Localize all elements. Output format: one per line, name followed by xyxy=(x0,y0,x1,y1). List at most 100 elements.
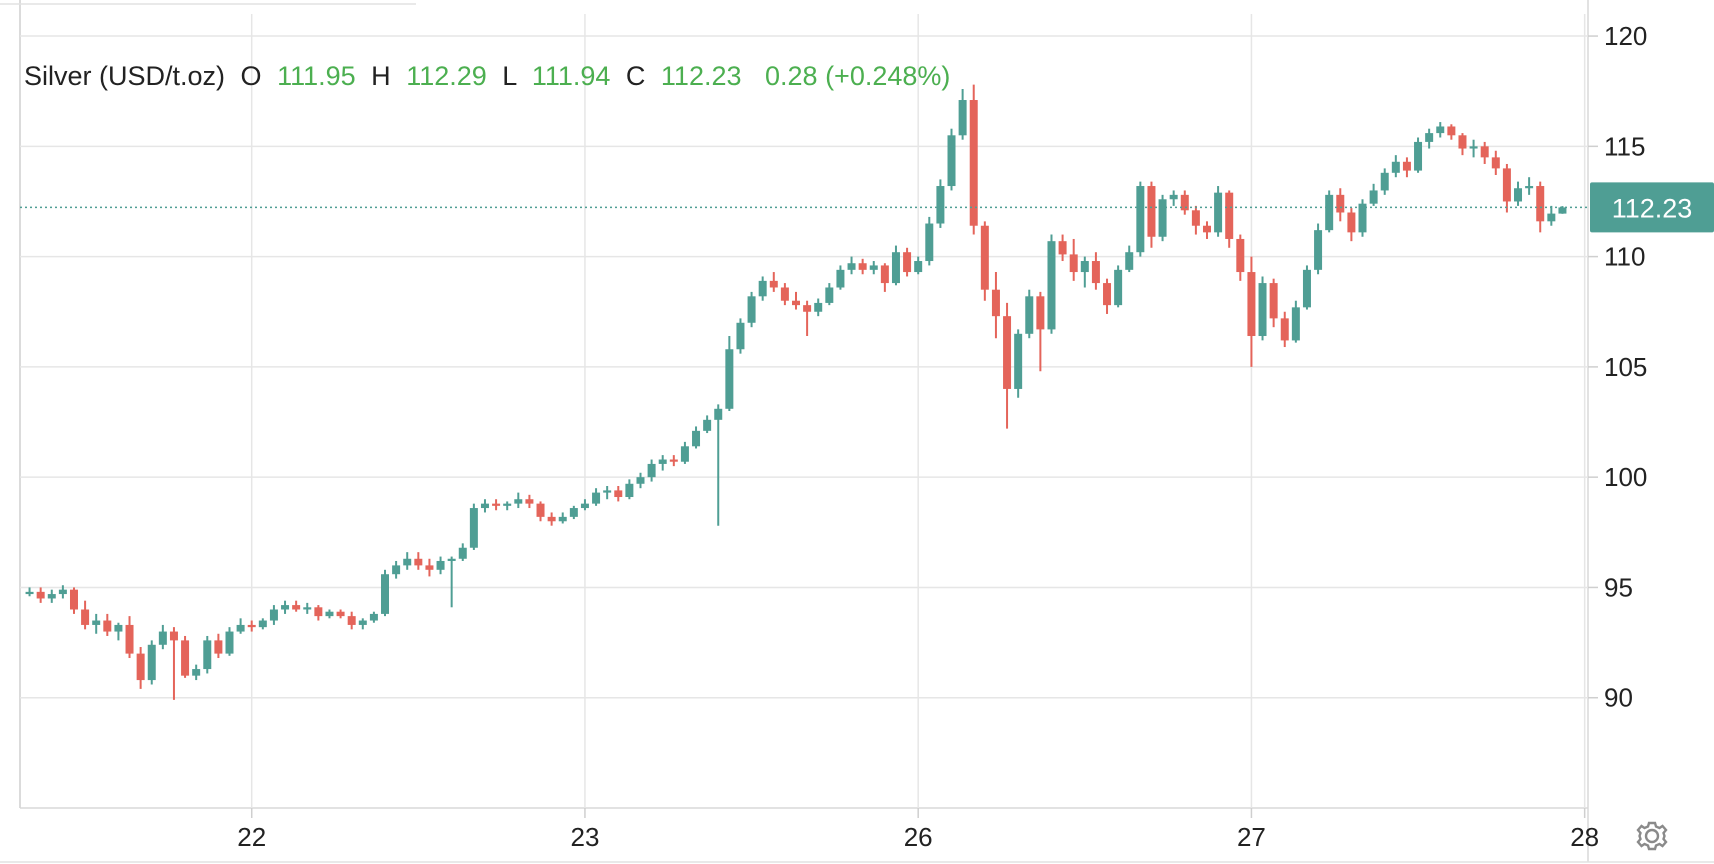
candle-body xyxy=(991,289,1000,317)
candle-body xyxy=(1347,212,1356,233)
candle xyxy=(1347,208,1356,242)
candle xyxy=(158,624,167,650)
candle-body xyxy=(147,644,156,681)
candle-body xyxy=(503,503,512,506)
candle-body xyxy=(136,653,145,681)
y-tick-label: 120 xyxy=(1604,21,1647,51)
x-axis: 22 23 26 27 28 xyxy=(237,808,1599,852)
candle-body xyxy=(1180,194,1189,211)
candle xyxy=(847,256,856,275)
candle xyxy=(692,426,701,449)
candle-body xyxy=(958,100,967,136)
candle-body xyxy=(1536,186,1545,222)
candle xyxy=(436,556,445,575)
candle-body xyxy=(1269,283,1278,319)
candle xyxy=(1447,124,1456,140)
candle-body xyxy=(336,611,345,617)
candle xyxy=(225,627,234,656)
candle xyxy=(1369,183,1378,206)
candle-body xyxy=(847,263,856,270)
candle xyxy=(1269,278,1278,328)
candle xyxy=(480,499,489,513)
candle xyxy=(747,291,756,328)
candle-body xyxy=(825,287,834,303)
candle xyxy=(303,602,312,614)
candle xyxy=(991,272,1000,339)
candle-body xyxy=(103,620,112,632)
candle xyxy=(1014,329,1023,398)
candle-body xyxy=(669,459,678,462)
x-tick-label: 23 xyxy=(570,822,599,852)
candle-body xyxy=(36,591,45,599)
candle xyxy=(1225,190,1234,248)
candle xyxy=(1158,194,1167,242)
candle xyxy=(1080,256,1089,288)
legend-change: 0.28 (+0.248%) xyxy=(765,61,950,91)
candle-body xyxy=(647,463,656,478)
candle xyxy=(269,605,278,625)
candle-body xyxy=(480,503,489,509)
candle-body xyxy=(425,565,434,570)
candle-body xyxy=(1425,133,1434,142)
candle xyxy=(625,479,634,500)
y-tick-label: 115 xyxy=(1604,131,1645,161)
candle-body xyxy=(358,620,367,625)
candle-body xyxy=(381,574,390,614)
candle xyxy=(1036,291,1045,372)
candle-body xyxy=(514,499,523,504)
candle-body xyxy=(980,225,989,290)
candle-body xyxy=(225,631,234,654)
candle xyxy=(336,609,345,619)
candle-body xyxy=(292,605,301,610)
candle-body xyxy=(314,607,323,617)
candle-body xyxy=(1314,230,1323,270)
candle xyxy=(103,613,112,636)
candle-body xyxy=(247,624,256,628)
candle-body xyxy=(680,446,689,462)
candle-body xyxy=(1036,296,1045,330)
candle xyxy=(958,88,967,140)
candle-body xyxy=(1014,333,1023,389)
candle xyxy=(1425,128,1434,149)
candle-body xyxy=(1402,161,1411,171)
candle-body xyxy=(492,503,501,506)
candle-body xyxy=(81,609,90,625)
candle-body xyxy=(736,322,745,350)
candle-body xyxy=(758,280,767,297)
candle xyxy=(869,261,878,275)
candle-body xyxy=(125,624,134,654)
candle-body xyxy=(814,302,823,312)
candle xyxy=(803,300,812,337)
candle xyxy=(936,179,945,228)
legend-open-value: 111.95 xyxy=(277,61,356,91)
candle-body xyxy=(769,280,778,288)
candle-body xyxy=(625,483,634,498)
candle-body xyxy=(803,305,812,312)
y-tick-label: 105 xyxy=(1604,352,1647,382)
candle xyxy=(414,552,423,570)
candle-body xyxy=(458,547,467,559)
candle xyxy=(47,589,56,603)
candle-body xyxy=(536,503,545,517)
last-price-tag-background xyxy=(1590,182,1714,233)
candle xyxy=(447,556,456,608)
candle-body xyxy=(181,640,190,676)
y-axis: 90 95 100 105 110 115 120 xyxy=(1588,21,1647,713)
gear-icon[interactable] xyxy=(1636,821,1668,851)
candle xyxy=(347,611,356,630)
candle-body xyxy=(1469,146,1478,149)
candle xyxy=(1103,278,1112,314)
candle xyxy=(1169,190,1178,206)
y-tick-label: 95 xyxy=(1604,572,1633,602)
candle-body xyxy=(1280,318,1289,341)
candle xyxy=(1525,177,1534,195)
candle-body xyxy=(1547,213,1556,222)
legend-high-label: H xyxy=(371,61,391,91)
candle-body xyxy=(469,508,478,548)
candle-body xyxy=(414,558,423,566)
candle xyxy=(736,318,745,354)
candle-body xyxy=(869,265,878,270)
candle xyxy=(392,560,401,579)
grid-lines xyxy=(20,14,1588,808)
